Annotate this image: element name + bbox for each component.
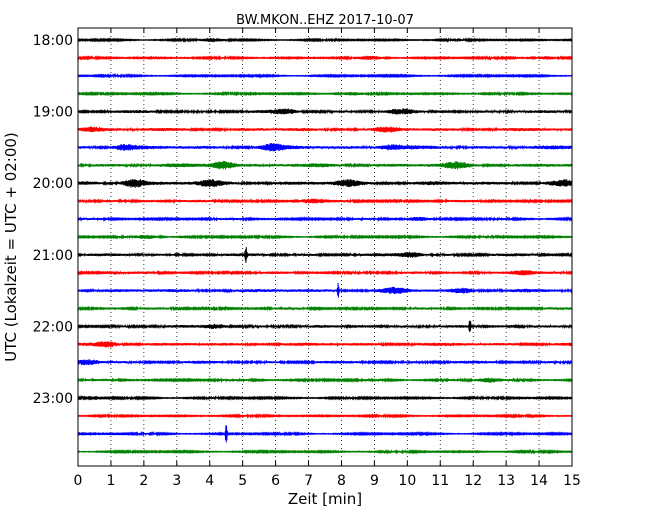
x-tick-label: 3 xyxy=(172,473,181,489)
trace-2345 xyxy=(77,448,573,455)
trace-2045 xyxy=(77,234,573,240)
trace-1800 xyxy=(77,37,573,43)
trace-2015 xyxy=(77,198,573,204)
trace-2230 xyxy=(77,359,573,366)
x-axis: 0 1 2 3 4 5 6 7 8 9 10 11 12 13 14 15 xyxy=(74,28,581,489)
x-axis-title: Zeit [min] xyxy=(288,490,362,508)
trace-2330 xyxy=(77,425,573,443)
y-tick-label: 20:00 xyxy=(33,176,73,192)
x-tick-label: 2 xyxy=(139,473,148,489)
trace-1900 xyxy=(77,108,573,115)
trace-2030 xyxy=(77,216,573,222)
trace-2130 xyxy=(77,283,573,298)
y-axis-title: UTC (Lokalzeit = UTC + 02:00) xyxy=(2,132,20,362)
trace-2200 xyxy=(77,320,573,333)
trace-2145 xyxy=(77,305,573,312)
y-tick-label: 22:00 xyxy=(33,319,73,335)
trace-2245 xyxy=(77,377,573,383)
trace-2215 xyxy=(77,341,573,348)
x-tick-label: 12 xyxy=(464,473,482,489)
x-tick-label: 7 xyxy=(304,473,313,489)
x-tick-label: 0 xyxy=(74,473,83,489)
x-tick-label: 9 xyxy=(370,473,379,489)
y-tick-label: 19:00 xyxy=(33,105,73,121)
trace-2315 xyxy=(77,413,573,419)
trace-1830 xyxy=(77,73,573,79)
x-tick-label: 4 xyxy=(205,473,214,489)
trace-1815 xyxy=(77,55,573,61)
trace-2000 xyxy=(77,178,573,188)
trace-1915 xyxy=(77,126,573,133)
x-tick-label: 15 xyxy=(563,473,581,489)
x-tick-label: 5 xyxy=(238,473,247,489)
x-tick-label: 6 xyxy=(271,473,280,489)
trace-1930 xyxy=(77,142,573,152)
x-tick-label: 11 xyxy=(431,473,449,489)
plot-frame xyxy=(77,27,573,467)
trace-2300 xyxy=(77,395,573,401)
trace-2115 xyxy=(77,269,573,276)
y-tick-label: 18:00 xyxy=(33,33,73,49)
x-tick-label: 14 xyxy=(530,473,548,489)
x-tick-label: 13 xyxy=(497,473,515,489)
x-tick-label: 1 xyxy=(106,473,115,489)
trace-group xyxy=(77,37,573,455)
x-tick-label: 10 xyxy=(398,473,416,489)
x-tick-label: 8 xyxy=(337,473,346,489)
y-tick-label: 21:00 xyxy=(33,248,73,264)
trace-2100 xyxy=(77,247,573,264)
y-tick-label: 23:00 xyxy=(33,391,73,407)
trace-1945 xyxy=(77,160,573,170)
trace-1845 xyxy=(77,90,573,97)
y-axis: 18:00 19:00 20:00 21:00 22:00 23:00 xyxy=(33,33,83,407)
chart-title: BW.MKON..EHZ 2017-10-07 xyxy=(236,13,414,28)
